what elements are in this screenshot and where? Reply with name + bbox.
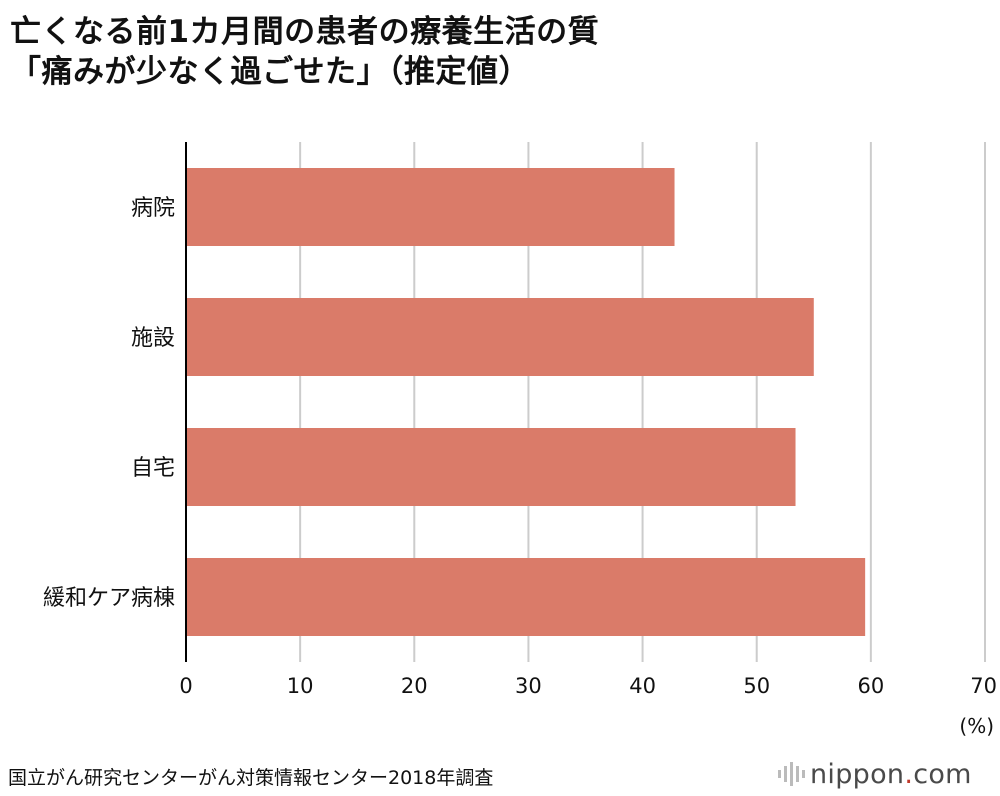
source-note: 国立がん研究センターがん対策情報センター2018年調査 (8, 767, 494, 789)
unit-label: (%) (959, 714, 994, 738)
bar-3 (186, 558, 866, 636)
x-tick-label: 0 (179, 674, 192, 698)
x-tick-label: 20 (401, 674, 428, 698)
brand-name: nippon (810, 758, 905, 790)
category-label: 施設 (131, 326, 175, 351)
x-tick-label: 60 (857, 674, 884, 698)
chart-subtitle: 「痛みが少なく過ごせた」（推定値） (10, 54, 530, 90)
x-tick-label: 50 (743, 674, 770, 698)
bar-1 (186, 298, 814, 376)
bar-0 (186, 168, 675, 246)
x-tick-label: 70 (970, 674, 997, 698)
brand-dot: . (904, 758, 914, 790)
bar-2 (186, 428, 796, 506)
category-label: 緩和ケア病棟 (43, 586, 175, 611)
chart-title: 亡くなる前1カ月間の患者の療養生活の質 (10, 14, 600, 50)
brand-tld: com (913, 758, 972, 790)
category-label: 自宅 (131, 456, 175, 481)
x-tick-label: 10 (287, 674, 314, 698)
soundwave-icon (778, 762, 805, 786)
x-tick-label: 40 (629, 674, 656, 698)
category-label: 病院 (131, 196, 175, 221)
x-tick-label: 30 (515, 674, 542, 698)
brand-logo: nippon.com (776, 758, 972, 790)
brand-wordmark: nippon.com (810, 759, 972, 790)
x-tick-labels: 0 10 20 30 40 50 60 70 (179, 674, 997, 698)
bars (186, 168, 866, 636)
